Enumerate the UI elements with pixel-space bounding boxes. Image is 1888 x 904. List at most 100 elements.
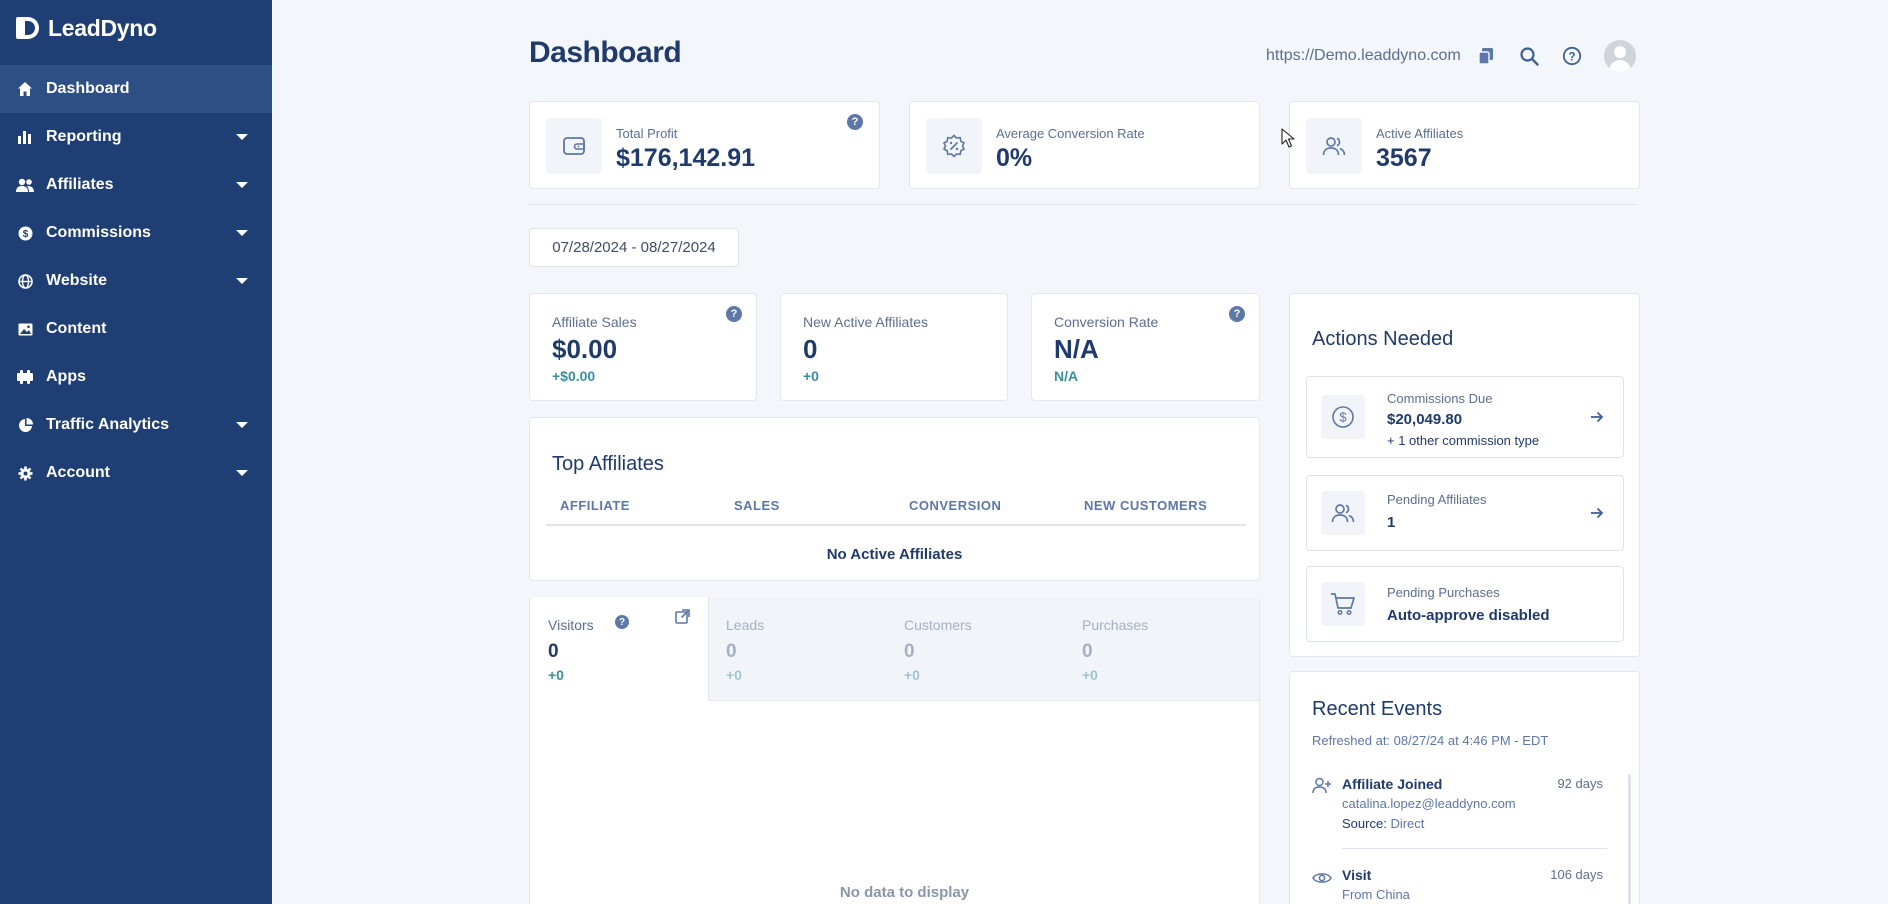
avatar[interactable] (1603, 40, 1636, 72)
sidebar-item-commissions[interactable]: $ Commissions (0, 209, 272, 257)
kpi-label: Active Affiliates (1376, 126, 1464, 141)
tab-label: Customers (904, 617, 972, 633)
logo[interactable]: LeadDyno (0, 0, 272, 56)
kpi-label: Total Profit (616, 126, 678, 141)
column-header-sales[interactable]: SALES (734, 498, 780, 513)
sidebar-item-account[interactable]: Account (0, 449, 272, 497)
traffic-card: Visitors ? 0 +0 Leads 0 +0 Customers 0 +… (529, 597, 1260, 904)
tab-delta: +0 (904, 667, 920, 683)
puzzle-icon (16, 368, 34, 386)
section-title: Top Affiliates (552, 453, 664, 475)
stat-delta: N/A (1054, 368, 1079, 384)
main-content: Dashboard https://Demo.leaddyno.com ? To… (272, 0, 1888, 904)
user-plus-icon (1312, 777, 1331, 794)
event-divider (1342, 848, 1607, 849)
action-title: Commissions Due (1387, 391, 1493, 406)
sidebar-item-label: Content (46, 320, 107, 337)
table-header-divider (546, 524, 1246, 526)
site-url: https://Demo.leaddyno.com (1266, 47, 1461, 64)
arrow-right-icon (1591, 411, 1604, 423)
help-icon[interactable]: ? (615, 615, 629, 629)
column-header-affiliate[interactable]: AFFILIATE (560, 498, 630, 513)
stat-value: $0.00 (552, 334, 618, 364)
svg-text:$: $ (22, 229, 28, 240)
event-source: Source: Direct (1342, 816, 1424, 831)
tab-leads[interactable]: Leads 0 +0 (708, 597, 886, 701)
stat-card-affiliate-sales: Affiliate Sales $0.00 +$0.00 ? (529, 293, 757, 401)
tab-label: Visitors (548, 617, 594, 633)
app-name: LeadDyno (48, 14, 157, 41)
sidebar-item-reporting[interactable]: Reporting (0, 113, 272, 161)
stat-value: N/A (1054, 334, 1099, 364)
empty-message: No Active Affiliates (826, 546, 963, 563)
kpi-value: 0% (996, 144, 1033, 172)
tab-label: Purchases (1082, 617, 1149, 633)
tab-delta: +0 (548, 667, 564, 683)
action-commissions-due[interactable]: $ Commissions Due $20,049.80 + 1 other c… (1306, 376, 1624, 458)
action-value: $20,049.80 (1387, 411, 1463, 428)
page-title: Dashboard (529, 36, 682, 69)
tab-value: 0 (726, 641, 737, 662)
sidebar-nav: Dashboard Reporting Affiliates $ Commiss… (0, 65, 272, 497)
tab-customers[interactable]: Customers 0 +0 (886, 597, 1064, 701)
chevron-down-icon (236, 422, 248, 428)
sidebar-item-traffic-analytics[interactable]: Traffic Analytics (0, 401, 272, 449)
chevron-down-icon (236, 182, 248, 188)
tab-value: 0 (1082, 641, 1093, 662)
search-icon[interactable] (1518, 45, 1540, 67)
sidebar-item-dashboard[interactable]: Dashboard (0, 65, 272, 113)
section-title: Recent Events (1312, 698, 1443, 720)
divider (529, 204, 1637, 205)
help-icon[interactable]: ? (847, 114, 863, 130)
dollar-circle-icon: $ (1321, 395, 1365, 439)
action-pending-purchases[interactable]: Pending Purchases Auto-approve disabled (1306, 566, 1624, 642)
leaddyno-logo-icon (16, 17, 40, 39)
kpi-value: 3567 (1376, 144, 1432, 172)
sidebar-item-label: Reporting (46, 128, 122, 145)
dollar-coin-icon: $ (16, 224, 34, 242)
recent-events-card: Recent Events Refreshed at: 08/27/24 at … (1289, 671, 1640, 904)
sidebar-item-label: Commissions (46, 224, 151, 241)
kpi-card-average-conversion-rate: Average Conversion Rate 0% (909, 101, 1260, 189)
external-link-icon[interactable] (675, 609, 690, 629)
action-subtext: + 1 other commission type (1387, 433, 1540, 448)
event-email[interactable]: catalina.lopez@leaddyno.com (1342, 796, 1516, 811)
sidebar-item-content[interactable]: Content (0, 305, 272, 353)
wallet-icon (546, 118, 602, 174)
help-icon[interactable]: ? (726, 306, 742, 322)
stat-label: Affiliate Sales (552, 314, 637, 330)
column-header-new-customers[interactable]: NEW CUSTOMERS (1084, 498, 1208, 513)
stat-label: New Active Affiliates (803, 314, 929, 330)
tab-visitors[interactable]: Visitors ? 0 +0 (530, 597, 708, 701)
chevron-down-icon (236, 470, 248, 476)
sidebar-item-affiliates[interactable]: Affiliates (0, 161, 272, 209)
tab-delta: +0 (1082, 667, 1098, 683)
sidebar: LeadDyno Dashboard Reporting Affiliates … (0, 0, 272, 904)
action-title: Pending Purchases (1387, 585, 1500, 600)
gear-icon (16, 464, 34, 482)
sidebar-item-label: Website (46, 272, 108, 289)
copy-icon[interactable] (1475, 45, 1497, 67)
kpi-label: Average Conversion Rate (996, 126, 1145, 141)
tab-label: Leads (726, 617, 765, 633)
stat-delta: +$0.00 (552, 368, 596, 384)
action-pending-affiliates[interactable]: Pending Affiliates 1 (1306, 475, 1624, 551)
help-icon[interactable]: ? (1229, 306, 1245, 322)
stat-value: 0 (803, 334, 818, 364)
sidebar-item-website[interactable]: Website (0, 257, 272, 305)
kpi-card-total-profit: Total Profit $176,142.91 ? (529, 101, 880, 189)
bar-chart-icon (16, 128, 34, 146)
eye-icon (1312, 873, 1332, 883)
tab-value: 0 (548, 641, 559, 662)
percent-badge-icon (926, 118, 982, 174)
event-title: Visit (1342, 867, 1372, 883)
tab-purchases[interactable]: Purchases 0 +0 (1064, 597, 1242, 701)
sidebar-item-label: Account (46, 464, 110, 481)
sidebar-item-apps[interactable]: Apps (0, 353, 272, 401)
svg-text:?: ? (1568, 51, 1575, 63)
event-time: 106 days (1550, 867, 1603, 882)
help-circle-icon[interactable]: ? (1561, 45, 1583, 67)
scrollbar[interactable] (1628, 774, 1631, 904)
date-range-picker[interactable]: 07/28/2024 - 08/27/2024 (529, 228, 739, 267)
column-header-conversion[interactable]: CONVERSION (909, 498, 1002, 513)
